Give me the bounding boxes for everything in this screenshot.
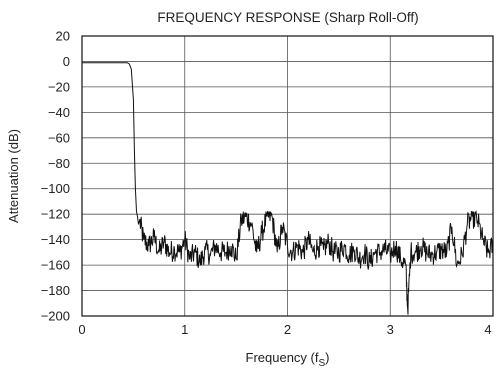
- y-tick-label: −80: [48, 156, 70, 171]
- y-tick-label: −60: [48, 130, 70, 145]
- y-tick-label: 20: [56, 29, 70, 44]
- x-axis-label-subscript: S: [318, 358, 325, 369]
- y-tick-label: −20: [48, 79, 70, 94]
- y-tick-label: −180: [41, 283, 70, 298]
- y-tick-label: −200: [41, 309, 70, 324]
- x-axis-label-close: ): [325, 350, 329, 365]
- y-tick-label: −160: [41, 258, 70, 273]
- y-tick-label: 0: [63, 54, 70, 69]
- gridlines: [81, 35, 494, 317]
- series-line: [82, 62, 494, 315]
- x-tick-label: 1: [181, 322, 188, 337]
- x-axis-label: Frequency (fS): [246, 350, 330, 369]
- x-tick-label: 4: [484, 322, 491, 337]
- chart-title: FREQUENCY RESPONSE (Sharp Roll-Off): [157, 10, 418, 25]
- x-axis-label-main: Frequency (f: [246, 350, 319, 365]
- y-tick-labels: 20 0 −20 −40 −60 −80 −100 −120 −140 −160 −180 −200: [41, 29, 70, 324]
- x-tick-label: 2: [284, 322, 291, 337]
- y-tick-label: −140: [41, 232, 70, 247]
- x-tick-labels: 0 1 2 3 4: [78, 322, 491, 337]
- y-axis-label: Attenuation (dB): [6, 129, 21, 223]
- y-tick-label: −40: [48, 105, 70, 120]
- y-tick-label: −100: [41, 181, 70, 196]
- plot-frame: [81, 35, 494, 317]
- y-tick-label: −120: [41, 207, 70, 222]
- x-tick-label: 0: [78, 322, 85, 337]
- x-tick-label: 3: [387, 322, 394, 337]
